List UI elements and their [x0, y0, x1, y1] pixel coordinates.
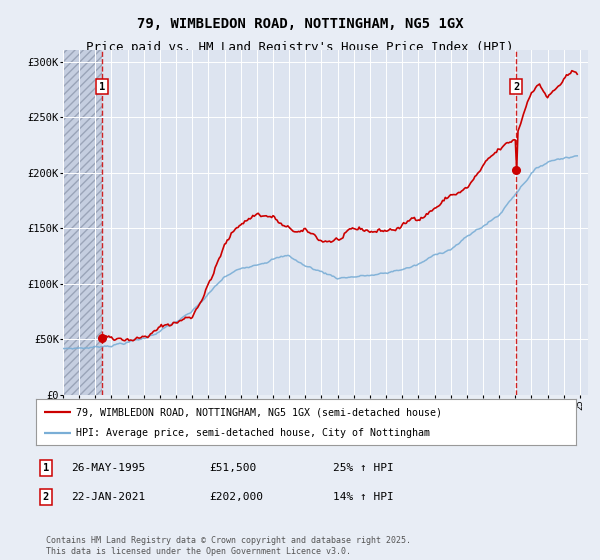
Text: 25% ↑ HPI: 25% ↑ HPI [333, 463, 394, 473]
Text: 79, WIMBLEDON ROAD, NOTTINGHAM, NG5 1GX (semi-detached house): 79, WIMBLEDON ROAD, NOTTINGHAM, NG5 1GX … [77, 407, 443, 417]
Text: 2: 2 [513, 82, 520, 92]
Text: 22-JAN-2021: 22-JAN-2021 [71, 492, 145, 502]
Text: 2: 2 [43, 492, 49, 502]
Text: HPI: Average price, semi-detached house, City of Nottingham: HPI: Average price, semi-detached house,… [77, 428, 431, 438]
Text: 79, WIMBLEDON ROAD, NOTTINGHAM, NG5 1GX: 79, WIMBLEDON ROAD, NOTTINGHAM, NG5 1GX [137, 17, 463, 31]
Text: 1: 1 [99, 82, 105, 92]
Text: 26-MAY-1995: 26-MAY-1995 [71, 463, 145, 473]
Text: Price paid vs. HM Land Registry's House Price Index (HPI): Price paid vs. HM Land Registry's House … [86, 41, 514, 54]
Bar [63, 50, 102, 395]
Text: £202,000: £202,000 [209, 492, 263, 502]
Text: £51,500: £51,500 [209, 463, 256, 473]
Text: 14% ↑ HPI: 14% ↑ HPI [333, 492, 394, 502]
Text: Contains HM Land Registry data © Crown copyright and database right 2025.
This d: Contains HM Land Registry data © Crown c… [46, 536, 411, 556]
Text: 1: 1 [43, 463, 49, 473]
